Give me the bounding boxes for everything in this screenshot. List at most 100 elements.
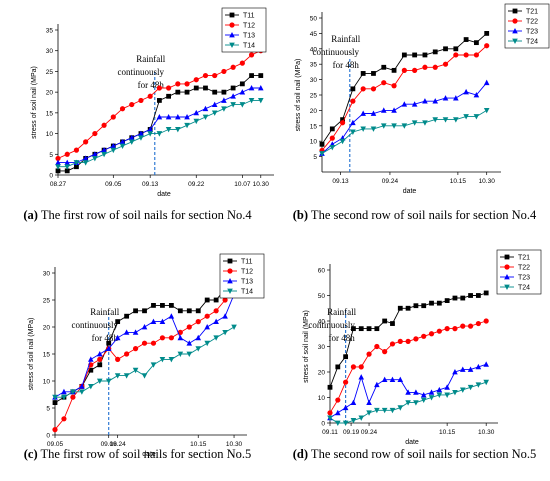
data-point	[258, 73, 264, 78]
data-point	[156, 114, 163, 120]
data-point	[453, 95, 459, 101]
data-point	[177, 351, 184, 357]
data-point	[429, 300, 434, 306]
series-T12	[52, 286, 237, 433]
data-point	[184, 81, 190, 87]
x-tick-label: 10.15	[190, 441, 207, 448]
legend: T11 T12 T13 T14	[219, 253, 265, 299]
x-axis-label: date	[403, 188, 417, 195]
y-axis-label: stress of soil nail (MPa)	[303, 310, 310, 383]
y-tick-label: 10	[43, 379, 51, 386]
data-point	[64, 159, 71, 165]
y-tick-label: 20	[43, 325, 51, 332]
data-point	[380, 123, 387, 129]
data-point	[327, 410, 333, 416]
data-point	[350, 98, 356, 104]
data-point	[257, 85, 264, 91]
y-tick-label: 30	[43, 271, 51, 278]
legend-marker	[512, 18, 518, 24]
series-T14	[55, 98, 264, 170]
data-point	[101, 147, 107, 153]
x-tick-label: 09.13	[332, 178, 349, 185]
caption-a: (a) The first row of soil nails for sect…	[5, 208, 270, 223]
data-point	[64, 168, 70, 174]
data-point	[184, 89, 190, 95]
data-point	[129, 101, 135, 108]
data-point	[467, 323, 474, 329]
data-point	[213, 308, 219, 314]
y-tick-label: 35	[46, 28, 54, 35]
data-point	[374, 343, 380, 350]
data-point	[147, 126, 153, 132]
data-point	[467, 366, 474, 372]
data-point	[213, 318, 219, 324]
data-point	[382, 349, 388, 355]
data-point	[203, 85, 208, 91]
data-point	[61, 394, 67, 401]
data-point	[184, 122, 190, 129]
legend-label: T12	[241, 269, 253, 276]
x-tick-label: 10.15	[450, 178, 467, 185]
series-T21	[319, 31, 490, 147]
data-point	[443, 46, 448, 52]
data-point	[159, 335, 166, 341]
data-point	[97, 356, 103, 362]
caption-b-text: The second row of soil nails for section…	[308, 208, 537, 222]
data-point	[452, 390, 458, 396]
data-point	[421, 333, 427, 339]
data-point	[483, 108, 490, 114]
data-point	[401, 52, 407, 58]
data-point	[350, 399, 357, 405]
data-point	[83, 139, 89, 145]
data-point	[483, 318, 489, 324]
y-axis-label: stress of soil nail (MPa)	[28, 318, 35, 391]
data-point	[459, 387, 466, 393]
data-point	[432, 64, 438, 70]
legend-label: T24	[526, 39, 538, 46]
data-point	[222, 313, 228, 319]
data-point	[413, 303, 419, 309]
data-point	[370, 86, 377, 92]
y-tick-label: 40	[310, 46, 318, 53]
x-tick-label: 10.15	[439, 429, 456, 436]
legend-label: T12	[243, 23, 255, 30]
data-point	[381, 376, 388, 383]
data-point	[411, 101, 418, 107]
x-tick-label: 09.05	[47, 441, 64, 448]
data-point	[101, 122, 107, 128]
data-point	[319, 151, 325, 157]
data-point	[175, 81, 181, 87]
data-point	[186, 351, 193, 357]
legend-marker	[512, 38, 518, 44]
data-point	[52, 394, 58, 401]
data-point	[204, 324, 210, 330]
data-point	[453, 52, 459, 58]
caption-b-letter: (b)	[292, 208, 309, 222]
data-point	[319, 141, 325, 147]
data-point	[177, 334, 184, 341]
data-point	[212, 89, 218, 95]
legend-label: T23	[518, 275, 530, 282]
data-point	[141, 340, 148, 346]
rainfall-annotation: Rainfall	[136, 54, 165, 64]
y-axis-label: stress of soil nail (MPa)	[295, 59, 302, 132]
y-tick-label: 5	[46, 406, 50, 413]
data-point	[366, 326, 372, 332]
data-point	[432, 98, 439, 104]
data-point	[370, 126, 377, 132]
data-point	[436, 328, 442, 334]
data-point	[397, 376, 404, 383]
rainfall-annotation: for 48h	[138, 80, 165, 90]
data-point	[358, 374, 365, 380]
data-point	[213, 297, 219, 303]
data-point	[70, 394, 76, 400]
data-point	[222, 330, 228, 336]
data-point	[475, 382, 482, 388]
data-point	[483, 361, 489, 367]
data-point	[467, 384, 474, 391]
data-point	[193, 77, 199, 83]
caption-a-text: The first row of soil nails for section …	[37, 208, 252, 222]
rainfall-annotation: Rainfall	[90, 307, 119, 317]
series-T13	[55, 85, 264, 165]
